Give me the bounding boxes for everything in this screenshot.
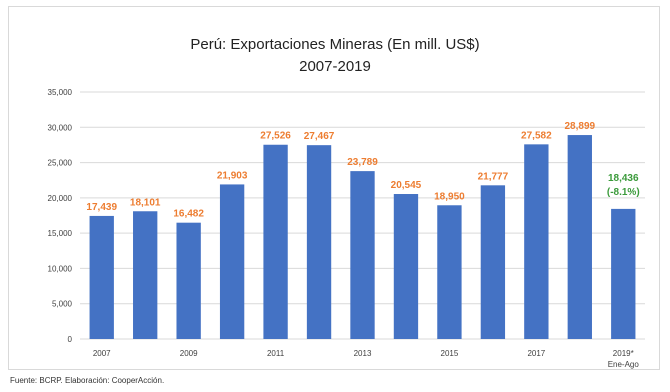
y-tick-label: 30,000 xyxy=(48,123,73,132)
bar xyxy=(437,205,462,339)
x-tick-label: Ene-Ago xyxy=(608,360,640,369)
x-tick-label: 2015 xyxy=(441,349,459,358)
x-tick-label: 2019* xyxy=(613,349,634,358)
bar xyxy=(306,145,332,339)
data-label: 18,950 xyxy=(434,191,465,202)
x-tick-label: 2017 xyxy=(527,349,545,358)
data-label: 28,899 xyxy=(565,121,596,132)
bar xyxy=(263,144,288,339)
source-note: Fuente: BCRP. Elaboración: CooperAcción. xyxy=(10,376,165,385)
bar xyxy=(176,222,201,339)
x-tick-label: 2011 xyxy=(267,349,285,358)
y-tick-label: 5,000 xyxy=(52,300,73,309)
data-label: 21,777 xyxy=(478,171,509,182)
data-label: 21,903 xyxy=(217,170,248,181)
x-tick-label: 2009 xyxy=(180,349,198,358)
data-label: 18,101 xyxy=(130,197,161,208)
bar xyxy=(393,194,419,339)
bar xyxy=(480,185,506,339)
chart-frame xyxy=(8,6,660,370)
bar xyxy=(89,215,114,339)
y-tick-label: 0 xyxy=(68,335,73,344)
bar xyxy=(219,184,245,339)
data-label-change: (-8.1%) xyxy=(607,187,640,198)
bar xyxy=(524,144,549,339)
chart-subtitle: 2007-2019 xyxy=(299,58,371,75)
bar xyxy=(611,208,636,339)
data-label: 27,526 xyxy=(260,131,291,142)
chart-title: Perú: Exportaciones Mineras (En mill. US… xyxy=(190,36,480,53)
bar xyxy=(133,211,158,339)
data-label: 23,789 xyxy=(347,157,378,168)
data-label: 18,436 xyxy=(608,173,639,184)
x-tick-label: 2007 xyxy=(93,349,111,358)
data-label: 27,467 xyxy=(304,131,335,142)
y-tick-label: 25,000 xyxy=(48,159,73,168)
data-label: 20,545 xyxy=(391,180,422,191)
data-label: 27,582 xyxy=(521,130,552,141)
x-tick-label: 2013 xyxy=(354,349,372,358)
data-label: 16,482 xyxy=(173,209,204,220)
bar xyxy=(567,135,592,339)
y-tick-label: 35,000 xyxy=(48,88,73,97)
data-label: 17,439 xyxy=(86,202,117,213)
y-tick-label: 10,000 xyxy=(48,264,73,273)
bar xyxy=(350,171,375,339)
y-tick-label: 15,000 xyxy=(48,229,73,238)
y-tick-label: 20,000 xyxy=(48,194,73,203)
